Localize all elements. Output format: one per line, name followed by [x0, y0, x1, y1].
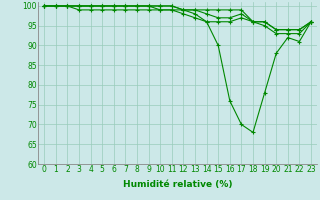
X-axis label: Humidité relative (%): Humidité relative (%) — [123, 180, 232, 189]
